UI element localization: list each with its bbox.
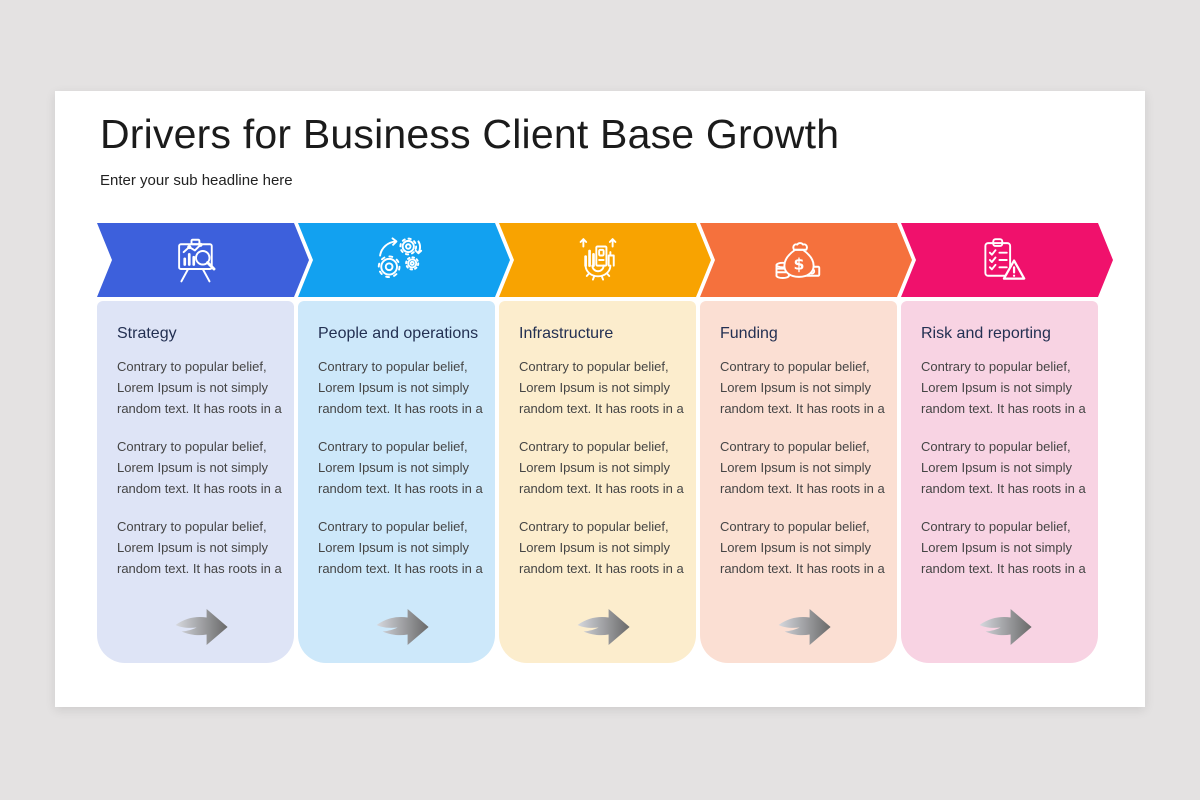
column-paragraph: Contrary to popular belief, Lorem Ipsum …: [117, 519, 282, 576]
banner-chevron: [298, 223, 510, 297]
driver-column-strategy: Strategy Contrary to popular belief, Lor…: [97, 223, 309, 673]
column-paragraph: Contrary to popular belief, Lorem Ipsum …: [117, 439, 282, 496]
page-title: Drivers for Business Client Base Growth: [100, 111, 840, 157]
driver-column-people-operations: People and operations Contrary to popula…: [298, 223, 510, 673]
presentation-chart-magnifier-icon: [177, 238, 215, 283]
column-paragraph: Contrary to popular belief, Lorem Ipsum …: [720, 439, 885, 496]
sub-headline: Enter your sub headline here: [100, 172, 293, 189]
next-arrow-icon: [376, 609, 429, 645]
slide-card: Drivers for Business Client Base Growth …: [55, 91, 1145, 707]
column-paragraph: Contrary to popular belief, Lorem Ipsum …: [720, 519, 885, 576]
gears-process-icon: [377, 237, 422, 279]
driver-panel: Strategy Contrary to popular belief, Lor…: [97, 301, 294, 663]
column-title: Funding: [720, 325, 778, 342]
banner-chevron: [97, 223, 309, 297]
next-arrow-icon: [577, 609, 630, 645]
column-title: Strategy: [117, 325, 177, 342]
column-title: Infrastructure: [519, 325, 614, 342]
driver-panel: Infrastructure Contrary to popular belie…: [499, 301, 696, 663]
column-paragraph: Contrary to popular belief, Lorem Ipsum …: [318, 439, 483, 496]
driver-column-infrastructure: Infrastructure Contrary to popular belie…: [499, 223, 711, 673]
banner-chevron: $: [700, 223, 912, 297]
driver-panel: Funding Contrary to popular belief, Lore…: [700, 301, 897, 663]
column-paragraph: Contrary to popular belief, Lorem Ipsum …: [117, 359, 282, 416]
svg-text:$: $: [793, 255, 804, 274]
money-bag-icon: $: [775, 242, 820, 279]
driver-column-risk-reporting: Risk and reporting Contrary to popular b…: [901, 223, 1113, 673]
column-paragraph: Contrary to popular belief, Lorem Ipsum …: [921, 359, 1086, 416]
driver-column-funding: $ Funding Contrary to popular belief, Lo…: [700, 223, 912, 673]
column-paragraph: Contrary to popular belief, Lorem Ipsum …: [519, 359, 684, 416]
column-paragraph: Contrary to popular belief, Lorem Ipsum …: [519, 519, 684, 576]
column-paragraph: Contrary to popular belief, Lorem Ipsum …: [921, 519, 1086, 576]
driver-panel: Risk and reporting Contrary to popular b…: [901, 301, 1098, 663]
column-paragraph: Contrary to popular belief, Lorem Ipsum …: [318, 359, 483, 416]
buildings-gear-icon: [579, 238, 616, 281]
column-paragraph: Contrary to popular belief, Lorem Ipsum …: [720, 359, 885, 416]
column-title: Risk and reporting: [921, 325, 1051, 342]
next-arrow-icon: [175, 609, 228, 645]
column-paragraph: Contrary to popular belief, Lorem Ipsum …: [921, 439, 1086, 496]
column-paragraph: Contrary to popular belief, Lorem Ipsum …: [318, 519, 483, 576]
banner-chevron: [901, 223, 1113, 297]
banner-chevron: [499, 223, 711, 297]
driver-columns: Strategy Contrary to popular belief, Lor…: [97, 223, 1117, 673]
next-arrow-icon: [778, 609, 831, 645]
driver-panel: People and operations Contrary to popula…: [298, 301, 495, 663]
next-arrow-icon: [979, 609, 1032, 645]
column-paragraph: Contrary to popular belief, Lorem Ipsum …: [519, 439, 684, 496]
clipboard-warning-icon: [983, 238, 1025, 280]
column-title: People and operations: [318, 325, 479, 342]
